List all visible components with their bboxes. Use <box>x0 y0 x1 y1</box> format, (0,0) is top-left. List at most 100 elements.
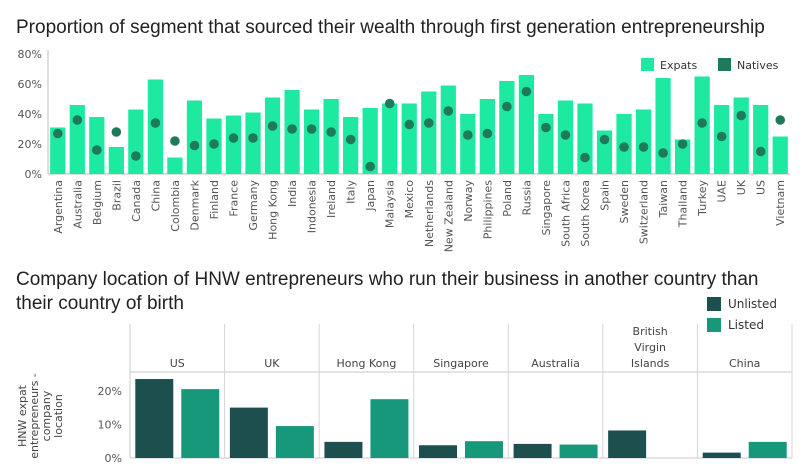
chart1-y-tick-label: 60% <box>18 78 42 91</box>
chart1-expats-bar-uk <box>733 97 749 174</box>
chart1-x-tick-label: Brazil <box>110 180 123 211</box>
chart1-x-tick-label: Hong Kong <box>267 180 280 240</box>
chart1-expats-bar-france <box>225 115 242 174</box>
chart2-y-axis-label: HNW expatentrepreneurs -companylocation <box>16 373 65 459</box>
chart1-natives-dot-ireland <box>326 127 336 137</box>
chart1-expats-bar-mexico <box>401 103 417 174</box>
chart1-x-tick-label: US <box>755 180 768 195</box>
chart1-natives-dot-denmark <box>189 140 200 151</box>
chart1-natives-dot-brazil <box>111 127 122 137</box>
chart1-natives-dot-japan <box>365 161 375 172</box>
chart2-unlisted-bar-china <box>702 452 741 458</box>
chart1-natives-dot-uk <box>736 110 746 121</box>
chart1-legend-natives-swatch <box>718 58 731 71</box>
chart1-natives-dot-turkey <box>697 118 707 128</box>
chart1-natives-dot-hong-kong <box>267 121 278 131</box>
chart2-category-label: Hong Kong <box>337 357 397 370</box>
chart1-natives-dot-colombia <box>170 136 180 146</box>
chart1-natives-dot-sweden <box>619 142 629 152</box>
chart1-x-tick-label: Russia <box>520 180 533 215</box>
chart1-natives-dot-vietnam <box>775 115 786 125</box>
chart1-natives-dot-philippines <box>482 128 493 139</box>
chart1-expats-bar-brazil <box>108 147 124 174</box>
chart2-listed-bar-us <box>181 389 220 458</box>
chart1-x-tick-label: Australia <box>71 180 84 229</box>
chart2-category-label: Virgin <box>634 341 666 354</box>
chart1-natives-dot-south-africa <box>560 130 571 140</box>
chart1-y-tick-label: 80% <box>18 48 42 61</box>
chart1-expats-bar-poland <box>499 81 515 174</box>
chart1-expats-bar-indonesia <box>303 109 320 174</box>
chart1-natives-dot-italy <box>345 134 356 145</box>
chart1-expats-bar-hong-kong <box>264 97 281 174</box>
chart1-expats-bar-canada <box>128 109 144 174</box>
chart1-plot: 0% 20% 40% 60% 80% Argentina Australia Belgium B… <box>18 48 790 252</box>
chart1-natives-dot-germany <box>248 133 258 143</box>
chart1-x-tick-label: Indonesia <box>306 180 319 233</box>
chart2-listed-bar-hong-kong <box>370 399 409 458</box>
chart2-title: Company location of HNW entrepreneurs wh… <box>16 269 759 314</box>
chart2-listed-bar-uk <box>275 426 314 458</box>
chart1-expats-bar-italy <box>343 117 359 174</box>
chart2-listed-bar-singapore <box>465 441 503 458</box>
chart2-y-axis-label-line: company <box>40 390 53 441</box>
chart2-category-label: UK <box>264 357 280 370</box>
chart1-y-tick-label: 0% <box>25 168 42 181</box>
chart1-expats-bar-argentina <box>50 127 66 174</box>
chart1-expats-bar-russia <box>518 75 535 174</box>
chart1-x-tick-label: Japan <box>364 180 377 212</box>
chart2-unlisted-bar-hong-kong <box>324 441 363 458</box>
chart1-x-tick-label: Mexico <box>403 180 416 219</box>
chart2-y-tick-label: 10% <box>98 418 122 431</box>
chart1-natives-dot-indonesia <box>306 124 317 134</box>
chart1-natives-dot-switzerland <box>638 142 649 152</box>
chart1-x-tick-label: UAE <box>716 180 729 203</box>
chart1-x-tick-label: Taiwan <box>657 180 670 218</box>
chart2-unlisted-bar-british-virgin-islands <box>608 430 647 458</box>
chart1-expats-bar-netherlands <box>421 91 437 174</box>
chart2-y-axis-label-line: HNW expat <box>16 384 29 447</box>
chart1-natives-dot-new-zealand <box>443 106 454 116</box>
chart1-expats-bar-new-zealand <box>440 85 456 174</box>
chart1-legend-expats-swatch <box>641 58 654 71</box>
chart1-x-tick-label: Poland <box>501 180 514 217</box>
chart1-x-tick-label: Malaysia <box>384 180 397 228</box>
chart1-expats-bar-malaysia <box>382 103 398 174</box>
chart1-x-tick-label: Belgium <box>91 180 104 225</box>
chart1-natives-dot-argentina <box>52 128 63 139</box>
chart1-natives-dot-us <box>755 146 766 157</box>
chart1-x-tick-label: Denmark <box>188 179 201 230</box>
chart1-x-tick-label: Canada <box>130 180 143 222</box>
chart1-x-tick-label: Thailand <box>677 180 690 228</box>
chart1-natives-dot-netherlands <box>423 118 434 128</box>
chart1-natives-dot-taiwan <box>658 148 668 158</box>
chart1-expats-bar-norway <box>460 114 476 174</box>
chart1-x-tick-label: India <box>286 180 299 207</box>
chart1-natives-dot-south-korea <box>580 152 590 163</box>
chart1-expats-bar-colombia <box>167 157 183 174</box>
chart1-expats-bar-vietnam <box>772 136 788 174</box>
chart1-natives-dot-mexico <box>404 119 415 130</box>
chart1-natives-dot-singapore <box>541 122 551 133</box>
chart1-title: Proportion of segment that sourced their… <box>16 17 765 38</box>
chart1-natives-dot-norway <box>463 130 473 140</box>
chart2-unlisted-bar-uk <box>229 407 268 458</box>
chart2-legend-listed-swatch <box>707 318 721 332</box>
chart2-category-label: Islands <box>631 357 670 370</box>
chart2-y-axis-label-line: entrepreneurs - <box>28 373 41 459</box>
chart1-x-tick-label: Italy <box>345 180 358 204</box>
chart1-natives-dot-canada <box>131 151 141 161</box>
chart1-x-tick-label: Netherlands <box>423 180 436 247</box>
chart2-unlisted-bar-us <box>135 379 174 458</box>
chart1-natives-dot-uae <box>716 131 727 142</box>
chart1-natives-dot-india <box>287 124 297 134</box>
chart1-x-tick-label: New Zealand <box>442 180 455 252</box>
chart1-x-tick-label: Vietnam <box>774 180 787 226</box>
chart2-legend-listed-label: Listed <box>728 318 764 332</box>
chart1-y-tick-label: 40% <box>18 108 42 121</box>
chart1-x-tick-label: Germany <box>247 180 260 231</box>
chart1-expats-bar-us <box>753 105 769 174</box>
chart1-x-tick-label: Finland <box>208 180 221 219</box>
chart1-natives-dot-china <box>150 118 161 128</box>
chart2-category-label: Singapore <box>433 357 489 370</box>
